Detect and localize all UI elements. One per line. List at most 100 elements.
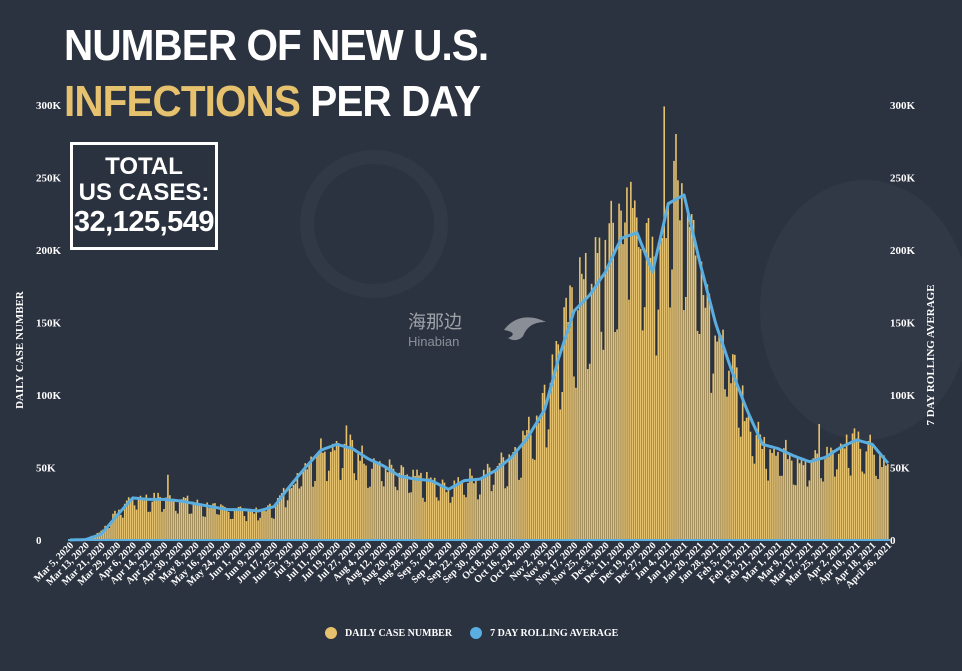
daily-bar [131,498,134,540]
daily-bar [853,428,856,540]
daily-bar [345,425,348,540]
daily-bar [677,180,679,540]
y-tick-left-0: 0 [36,535,42,547]
daily-bar [210,507,212,540]
legend: DAILY CASE NUMBER 7 DAY ROLLING AVERAGE [325,627,636,639]
daily-bar [204,516,206,540]
daily-bar [280,493,283,540]
daily-bar [871,444,873,540]
daily-bar [849,475,852,540]
daily-bar [624,222,626,541]
daily-bar [402,467,405,540]
daily-bar [108,527,110,540]
daily-bar [471,475,473,540]
daily-bar [190,513,193,540]
daily-bar [726,396,728,540]
total-cases-value: 32,125,549 [73,206,215,238]
daily-bar [180,499,183,540]
daily-bar [316,455,318,540]
daily-bar [390,464,393,540]
daily-bar [369,486,371,540]
daily-bar [184,498,187,540]
daily-bar [816,453,819,540]
daily-bar [455,486,458,540]
daily-bar [745,417,748,540]
daily-bar [702,295,705,540]
daily-bar [355,480,358,540]
daily-bar [814,450,817,540]
daily-bar [414,475,416,540]
daily-bar [763,436,766,540]
daily-bar [863,473,866,540]
daily-bar [690,214,693,540]
daily-bar [716,341,718,540]
daily-bar [755,435,758,540]
daily-bar [263,509,265,540]
daily-bar [810,460,813,540]
daily-bar [118,509,120,540]
daily-bar [559,409,562,540]
daily-bar [212,503,214,540]
daily-bar [620,210,622,540]
daily-bar [308,462,310,540]
daily-bar [728,370,730,540]
daily-bar [449,502,452,540]
daily-bar [351,440,354,540]
daily-bar [186,495,189,540]
daily-bar [386,472,389,540]
daily-bar [573,376,575,540]
daily-bar [655,355,658,540]
daily-bar [834,476,836,540]
daily-bar [812,458,815,540]
daily-bar [673,160,675,540]
daily-bar [247,510,250,540]
daily-bar [686,212,689,540]
daily-bar [747,411,750,540]
daily-bar [282,487,285,540]
daily-bar [651,236,654,540]
daily-bar [225,507,228,540]
daily-bar [526,430,528,540]
daily-bar [174,510,177,540]
daily-bar [196,499,199,540]
daily-bar [790,460,793,540]
y-tick-right-2: 100K [890,390,916,402]
y-tick-right-1: 50K [890,463,910,475]
daily-bar [722,329,724,540]
daily-bar [706,284,709,540]
daily-bar [875,475,877,540]
daily-bar [883,455,885,540]
daily-bar [704,307,707,540]
daily-bar [698,333,701,540]
daily-bar [447,488,450,540]
daily-bar [339,479,342,540]
daily-bar [820,478,822,540]
daily-bar [429,477,432,540]
daily-bar [241,510,244,540]
daily-bar [249,509,252,540]
daily-bar [294,483,297,540]
daily-bar [749,431,752,540]
daily-bar [467,482,469,540]
legend-label-average: 7 DAY ROLLING AVERAGE [490,627,619,639]
daily-bar [165,497,167,540]
daily-bar [380,481,383,540]
daily-bar [302,472,305,540]
daily-bar [396,490,399,540]
daily-bar [545,447,548,540]
daily-bar [276,498,279,540]
daily-bar [806,486,809,540]
daily-bar [202,516,205,540]
daily-bar [579,257,581,540]
daily-bar [567,322,569,540]
daily-bar [494,470,497,540]
daily-bar [371,468,373,540]
daily-bar [433,477,436,540]
daily-bar [488,467,491,540]
daily-bar [551,354,554,540]
daily-bar [775,455,777,540]
daily-bar [418,475,420,540]
daily-bar [590,283,593,540]
daily-bar [218,514,220,540]
daily-bar [887,464,889,540]
